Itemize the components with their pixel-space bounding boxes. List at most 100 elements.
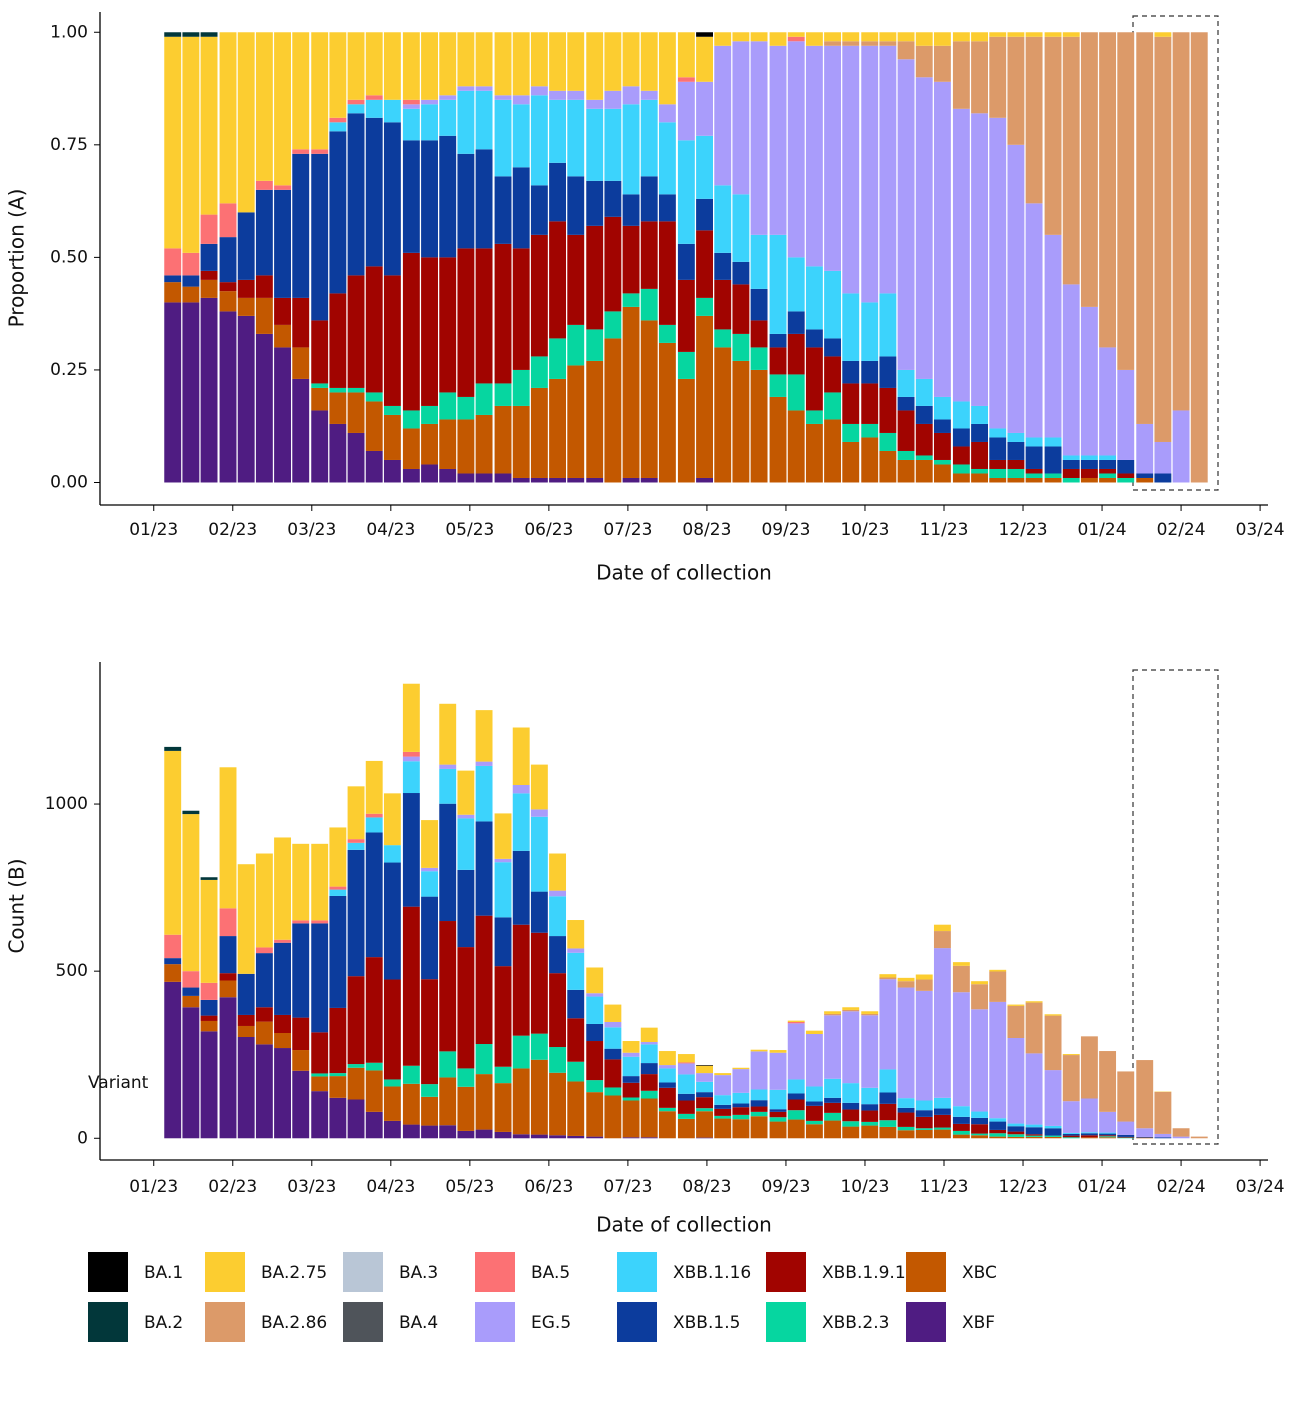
bar-segment — [402, 756, 420, 762]
bar-segment — [457, 814, 475, 819]
bar-segment — [1044, 1125, 1062, 1129]
bar-segment — [439, 1125, 457, 1139]
x-axis-title: Date of collection — [596, 561, 772, 585]
bar-segment — [383, 99, 401, 123]
bar-segment — [1099, 1051, 1117, 1112]
bar-segment — [1080, 1135, 1098, 1138]
bar-segment — [402, 104, 420, 109]
bar-segment — [292, 149, 310, 154]
bar-segment — [861, 32, 879, 42]
bar-segment — [383, 1120, 401, 1139]
bar-segment — [292, 920, 310, 924]
bar-segment — [457, 396, 475, 420]
bar-segment — [805, 45, 823, 267]
bar-segment — [658, 194, 676, 222]
bar-segment — [586, 1092, 604, 1137]
bar-segment — [311, 410, 329, 483]
bar-segment — [1154, 1133, 1172, 1138]
bar-segment — [989, 1118, 1007, 1122]
bar-segment — [1044, 234, 1062, 438]
bar-segment — [1117, 473, 1135, 478]
bar-segment — [1099, 468, 1117, 474]
bar-segment — [1044, 1014, 1062, 1016]
bar-segment — [1007, 1136, 1025, 1139]
bar-segment — [805, 1120, 823, 1125]
bar-segment — [1007, 1005, 1025, 1039]
bar-segment — [933, 1108, 951, 1115]
bar-segment — [475, 86, 493, 91]
bar-segment — [1154, 1137, 1172, 1139]
bar-segment — [1044, 473, 1062, 478]
bar-segment — [292, 1017, 310, 1051]
bar-segment — [732, 1114, 750, 1120]
bar-segment — [1062, 32, 1080, 37]
bar-segment — [1062, 36, 1080, 285]
bar-segment — [1190, 1136, 1208, 1139]
bar-segment — [622, 104, 640, 195]
legend-swatch — [475, 1252, 515, 1292]
bar-segment — [383, 979, 401, 1080]
bar-segment — [971, 1135, 989, 1139]
y-tick-label: 0.25 — [50, 360, 88, 380]
bar-segment — [567, 32, 585, 91]
x-tick-label: 03/23 — [287, 1177, 336, 1197]
bar-segment — [1136, 473, 1154, 478]
bar-segment — [439, 768, 457, 804]
bar-segment — [311, 1073, 329, 1077]
bar-segment — [1025, 1136, 1043, 1139]
bar-segment — [365, 1062, 383, 1071]
bar-segment — [714, 329, 732, 348]
bar-segment — [769, 347, 787, 375]
bar-segment — [255, 32, 273, 181]
bar-segment — [329, 32, 347, 118]
bar-segment — [1025, 1135, 1043, 1137]
bar-segment — [677, 243, 695, 280]
bar-segment — [255, 953, 273, 1008]
bar-segment — [604, 311, 622, 339]
bar-segment — [421, 405, 438, 424]
bar-segment — [421, 32, 438, 100]
bar-segment — [255, 1044, 273, 1139]
bar-segment — [347, 104, 365, 114]
bar-segment — [182, 995, 200, 1008]
bar-segment — [989, 1133, 1007, 1137]
bar-segment — [530, 185, 548, 235]
bar-segment — [769, 1121, 787, 1139]
bar-segment — [512, 95, 530, 105]
bar-segment — [1136, 423, 1154, 474]
bar-segment — [274, 1048, 292, 1139]
bar-segment — [475, 32, 493, 87]
legend-label: EG.5 — [531, 1313, 571, 1333]
bar-segment — [696, 81, 713, 136]
bar-segment — [475, 90, 493, 150]
y-tick-label: 1.00 — [50, 22, 88, 42]
bar-segment — [952, 1130, 970, 1135]
bar-segment — [1007, 1134, 1025, 1137]
legend-title: Variant — [88, 1073, 149, 1093]
bar-segment — [421, 99, 438, 105]
bar-segment — [274, 942, 292, 1015]
legend-swatch — [343, 1302, 383, 1342]
bar-segment — [787, 374, 805, 411]
bar-segment — [640, 99, 658, 177]
bar-segment — [824, 392, 842, 420]
bar-segment — [604, 1048, 622, 1060]
bar-segment — [714, 1104, 732, 1109]
bar-segment — [714, 1075, 732, 1096]
bar-segment — [200, 279, 218, 298]
x-tick-label: 11/23 — [919, 1177, 968, 1197]
bar-segment — [696, 1081, 713, 1093]
bar-segment — [365, 832, 383, 958]
bar-segment — [1136, 1128, 1154, 1137]
bar-segment — [769, 1109, 787, 1112]
bar-segment — [1154, 36, 1172, 442]
bar-segment — [1007, 432, 1025, 442]
bar-segment — [879, 1120, 897, 1127]
bar-segment — [952, 464, 970, 474]
bar-segment — [365, 817, 383, 833]
bar-segment — [658, 324, 676, 343]
bar-segment — [1044, 1136, 1062, 1139]
bar-segment — [933, 1127, 951, 1130]
bar-segment — [1007, 1126, 1025, 1132]
bar-segment — [842, 383, 860, 424]
